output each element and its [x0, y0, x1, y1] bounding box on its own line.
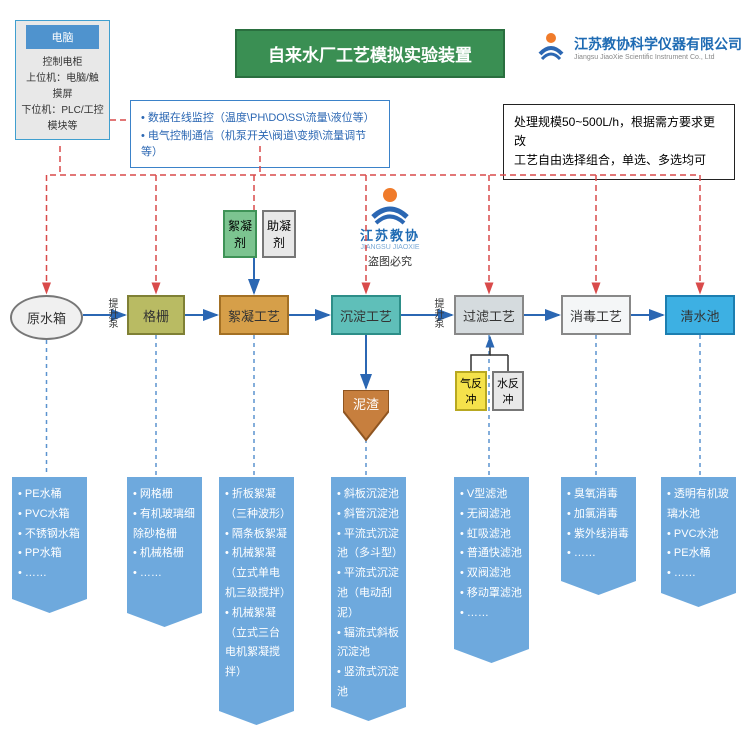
backwash-box: 气反 冲 [455, 371, 487, 411]
detail-banner: 斜板沉淀池斜管沉淀池平流式沉淀池（多斗型）平流式沉淀池（电动刮泥）辐流式斜板沉淀… [331, 477, 406, 703]
detail-item: 辐流式斜板沉淀池 [337, 624, 400, 664]
company-name-cn: 江苏教协科学仪器有限公司 [574, 34, 742, 54]
detail-item: …… [667, 564, 730, 584]
control-line: 摸屏 [16, 87, 109, 103]
detail-item: 加氯消毒 [567, 505, 630, 525]
detail-item: 不锈钢水箱 [18, 525, 81, 545]
company-name-en: Jiangsu JiaoXie Scientific Instrument Co… [574, 54, 742, 61]
detail-item: 透明有机玻璃水池 [667, 485, 730, 525]
backwash-box: 水反 冲 [492, 371, 524, 411]
diagram-title: 自来水厂工艺模拟实验装置 [235, 29, 505, 78]
watermark: 江苏教协 JIANGSU JIAOXIE 盗图必究 [340, 185, 440, 269]
note-line: 工艺自由选择组合，单选、多选均可 [514, 151, 724, 170]
banner-tail-icon [12, 595, 87, 613]
detail-item: 折板絮凝（三种波形） [225, 485, 288, 525]
detail-banner: 折板絮凝（三种波形）隔条板絮凝机械絮凝（立式单电机三级搅拌）机械絮凝（立式三台电… [219, 477, 294, 707]
banner-tail-icon [331, 703, 406, 721]
logo-icon [536, 30, 566, 65]
detail-item: …… [133, 564, 196, 584]
detail-item: PE水桶 [18, 485, 81, 505]
detail-banner: 臭氧消毒加氯消毒紫外线消毒…… [561, 477, 636, 577]
detail-item: PVC水池 [667, 525, 730, 545]
process-node-n2: 絮凝工艺 [219, 295, 289, 335]
company-logo: 江苏教协科学仪器有限公司 Jiangsu JiaoXie Scientific … [536, 30, 742, 65]
detail-item: 移动罩滤池 [460, 584, 523, 604]
process-node-n0: 原水箱 [10, 295, 83, 340]
control-line: 下位机：PLC/工控 [16, 103, 109, 119]
detail-item: …… [460, 604, 523, 624]
detail-item: 隔条板絮凝 [225, 525, 288, 545]
monitoring-box: • 数据在线监控（温度\PH\DO\SS\流量\液位等） • 电气控制通信（机泵… [130, 100, 390, 168]
pump-label: 提升泵 [104, 298, 119, 328]
banner-tail-icon [219, 707, 294, 725]
additive-box: 絮凝 剂 [223, 210, 257, 258]
svg-text:泥渣: 泥渣 [353, 397, 379, 412]
process-node-n3: 沉淀工艺 [331, 295, 401, 335]
detail-banner: PE水桶PVC水箱不锈钢水箱PP水箱…… [12, 477, 87, 595]
additive-box: 助凝 剂 [262, 210, 296, 258]
detail-item: …… [18, 564, 81, 584]
detail-item: 机械絮凝（立式三台电机絮凝搅拌） [225, 604, 288, 683]
banner-tail-icon [127, 609, 202, 627]
watermark-warn: 盗图必究 [340, 253, 440, 269]
detail-item: …… [567, 544, 630, 564]
process-node-n6: 清水池 [665, 295, 735, 335]
detail-item: 机械格栅 [133, 544, 196, 564]
watermark-py: JIANGSU JIAOXIE [340, 244, 440, 251]
note-line: 处理规模50~500L/h，根据需方要求更改 [514, 113, 724, 151]
detail-item: 紫外线消毒 [567, 525, 630, 545]
process-node-n4: 过滤工艺 [454, 295, 524, 335]
detail-item: 斜板沉淀池 [337, 485, 400, 505]
pump-label: 提升泵 [430, 298, 445, 328]
detail-item: 竖流式沉淀池 [337, 663, 400, 703]
detail-item: PVC水箱 [18, 505, 81, 525]
monitoring-line: • 数据在线监控（温度\PH\DO\SS\流量\液位等） [141, 109, 379, 125]
detail-banner: 网格栅有机玻璃细除砂格栅机械格栅…… [127, 477, 202, 609]
detail-item: PP水箱 [18, 544, 81, 564]
detail-item: V型滤池 [460, 485, 523, 505]
detail-item: 虹吸滤池 [460, 525, 523, 545]
process-node-n5: 消毒工艺 [561, 295, 631, 335]
detail-item: 网格栅 [133, 485, 196, 505]
detail-item: 无阀滤池 [460, 505, 523, 525]
detail-item: 臭氧消毒 [567, 485, 630, 505]
detail-item: 普通快滤池 [460, 544, 523, 564]
detail-item: 双阀滤池 [460, 564, 523, 584]
watermark-cn: 江苏教协 [340, 225, 440, 244]
detail-item: 斜管沉淀池 [337, 505, 400, 525]
monitoring-line: • 电气控制通信（机泵开关\阀道\变频\流量调节等） [141, 127, 379, 159]
detail-item: 有机玻璃细除砂格栅 [133, 505, 196, 545]
note-box: 处理规模50~500L/h，根据需方要求更改 工艺自由选择组合，单选、多选均可 [503, 104, 735, 180]
banner-tail-icon [454, 645, 529, 663]
banner-tail-icon [661, 589, 736, 607]
detail-item: 平流式沉淀池（电动刮泥） [337, 564, 400, 623]
detail-item: 平流式沉淀池（多斗型） [337, 525, 400, 565]
control-line: 上位机：电脑/触 [16, 71, 109, 87]
detail-item: PE水桶 [667, 544, 730, 564]
control-line: 模块等 [16, 119, 109, 135]
detail-banner: V型滤池无阀滤池虹吸滤池普通快滤池双阀滤池移动罩滤池…… [454, 477, 529, 645]
detail-banner: 透明有机玻璃水池PVC水池PE水桶…… [661, 477, 736, 589]
sludge-trap: 泥渣 [343, 390, 389, 447]
control-line: 控制电柜 [16, 55, 109, 71]
detail-item: 机械絮凝（立式单电机三级搅拌） [225, 544, 288, 603]
control-header: 电脑 [26, 25, 99, 49]
banner-tail-icon [561, 577, 636, 595]
process-node-n1: 格栅 [127, 295, 185, 335]
control-box: 电脑 控制电柜 上位机：电脑/触 摸屏 下位机：PLC/工控 模块等 [15, 20, 110, 140]
